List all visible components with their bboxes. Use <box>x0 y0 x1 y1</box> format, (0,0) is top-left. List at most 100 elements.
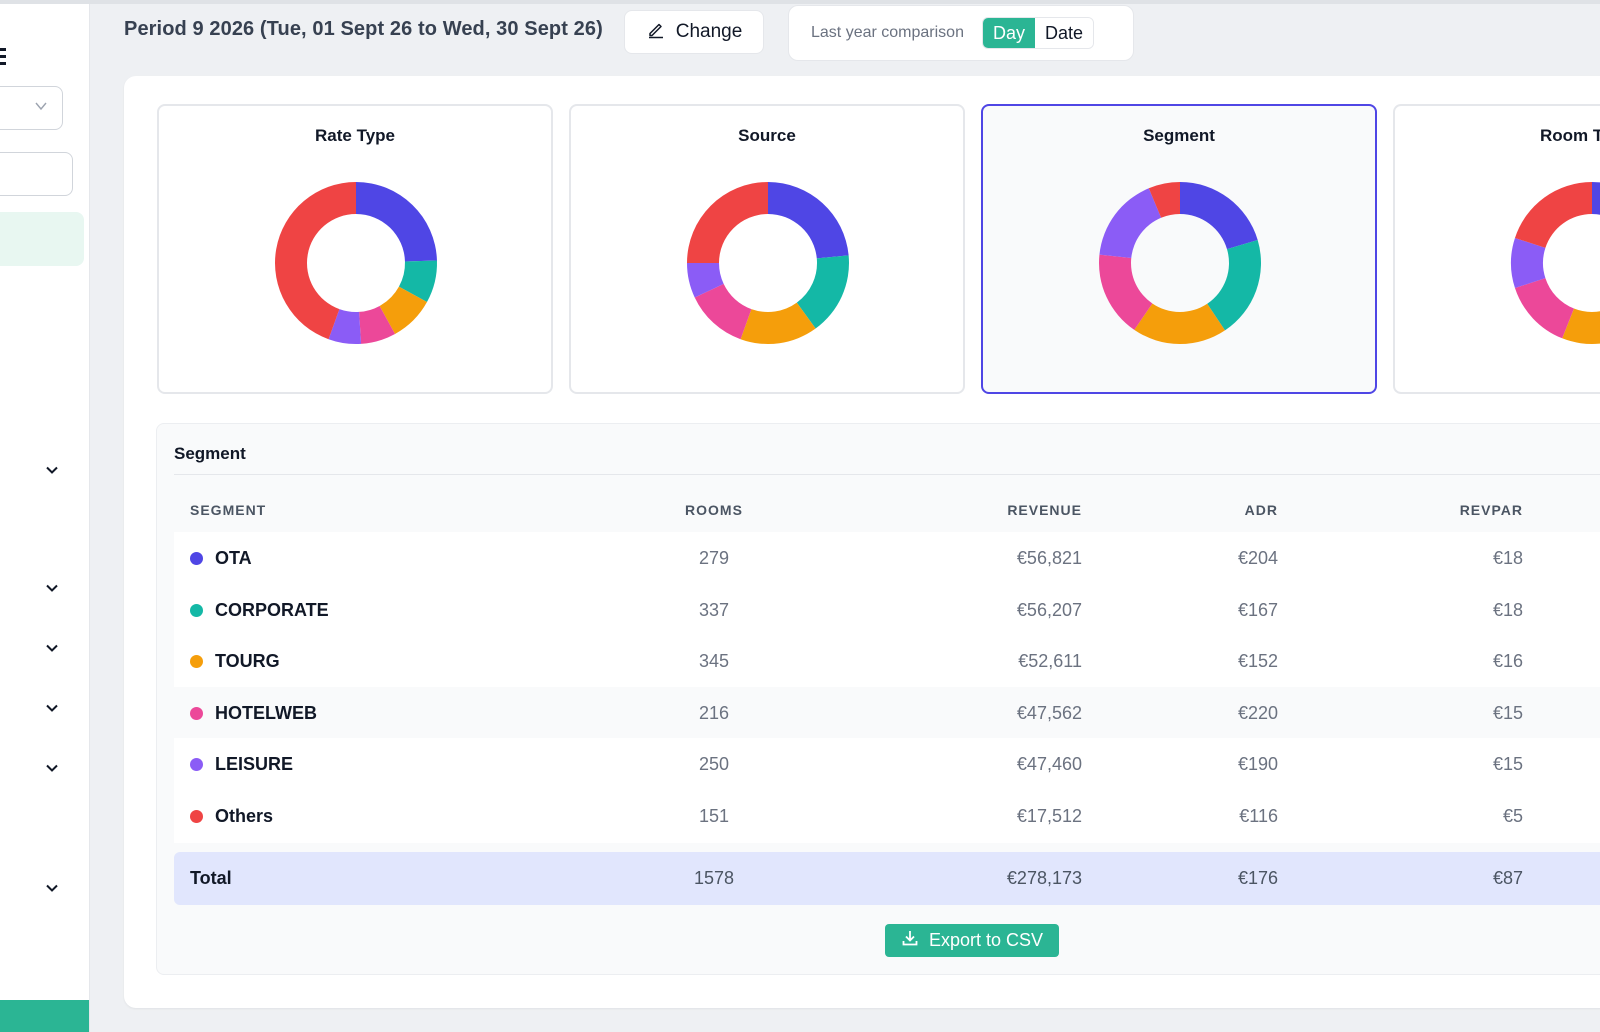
cell-revpar: €18 <box>1492 600 1523 620</box>
cell-rooms: 151 <box>698 806 730 826</box>
donut-slice-leisure[interactable] <box>1099 188 1162 258</box>
chart-title: Segment <box>1143 126 1215 145</box>
segment-color-dot <box>190 655 203 668</box>
segment-label: OTA <box>215 548 252 568</box>
cell-revpar: €5 <box>1502 806 1523 826</box>
cell-rooms: 216 <box>698 703 730 723</box>
donut-slice-orange[interactable] <box>740 302 816 344</box>
change-label: Change <box>675 21 743 42</box>
donut-slice-hotelweb[interactable] <box>1099 254 1153 330</box>
col-segment[interactable]: SEGMENT <box>190 502 267 518</box>
table-row[interactable]: HOTELWEB 216 €47,562 €220 €15 <box>174 687 1600 740</box>
sidebar-item-active[interactable] <box>0 212 84 266</box>
cell-adr: €204 <box>1237 548 1278 568</box>
cell-revenue: €47,562 <box>1016 703 1082 723</box>
donut-slice-blue[interactable] <box>356 182 437 262</box>
segment-color-dot <box>190 758 203 771</box>
total-revpar: €87 <box>1492 868 1523 888</box>
chevron-down-icon[interactable] <box>44 580 60 596</box>
segment-name: CORPORATE <box>190 600 329 621</box>
table-total-row: Total 1578 €278,173 €176 €87 <box>174 852 1600 905</box>
cell-rooms: 279 <box>698 548 730 568</box>
chevron-down-icon[interactable] <box>44 880 60 896</box>
toggle-date[interactable]: Date <box>1034 18 1094 48</box>
toggle-day[interactable]: Day <box>982 18 1035 48</box>
cell-revenue: €47,460 <box>1016 754 1082 774</box>
segment-label: CORPORATE <box>215 600 329 620</box>
chart-card-segment[interactable]: Segment <box>981 104 1377 394</box>
table-row[interactable]: Others 151 €17,512 €116 €5 <box>174 790 1600 843</box>
cell-revenue: €52,611 <box>1018 651 1082 671</box>
export-csv-button[interactable]: Export to CSV <box>885 924 1059 957</box>
donut-slice-teal[interactable] <box>398 260 437 303</box>
donut-chart <box>1511 182 1600 344</box>
segment-color-dot <box>190 604 203 617</box>
table-row[interactable]: TOURG 345 €52,611 €152 €16 <box>174 635 1600 688</box>
chevron-down-icon[interactable] <box>44 640 60 656</box>
cell-rooms: 337 <box>698 600 730 620</box>
donut-slice-blue[interactable] <box>768 182 849 259</box>
segment-color-dot <box>190 707 203 720</box>
donut-slice-orange[interactable] <box>1562 304 1600 344</box>
donut-slice-pink[interactable] <box>694 283 752 340</box>
sidebar-select[interactable] <box>0 86 63 130</box>
chart-card-rate-type[interactable]: Rate Type <box>157 104 553 394</box>
donut-slice-purple[interactable] <box>687 263 724 298</box>
chart-title: Room T <box>1540 126 1600 145</box>
donut-slice-blue[interactable] <box>1592 182 1600 263</box>
cell-adr: €116 <box>1239 806 1278 826</box>
donut-chart <box>1099 182 1261 344</box>
segment-label: TOURG <box>215 651 280 671</box>
export-label: Export to CSV <box>928 930 1044 950</box>
sidebar-search-input[interactable] <box>0 152 73 196</box>
cell-adr: €190 <box>1237 754 1278 774</box>
total-label: Total <box>190 868 232 888</box>
segment-label: LEISURE <box>215 754 294 774</box>
donut-slice-red[interactable] <box>687 182 768 263</box>
total-revenue: €278,173 <box>1006 868 1082 888</box>
donut-slice-pink[interactable] <box>359 305 396 344</box>
chart-card-room-type[interactable]: Room T <box>1393 104 1600 394</box>
segment-label: HOTELWEB <box>215 703 317 723</box>
donut-slice-teal[interactable] <box>796 255 849 329</box>
cell-adr: €167 <box>1237 600 1278 620</box>
col-adr[interactable]: ADR <box>1244 502 1278 518</box>
donut-slice-corporate[interactable] <box>1207 240 1261 331</box>
table-row[interactable]: LEISURE 250 €47,460 €190 €15 <box>174 738 1600 791</box>
segment-color-dot <box>190 810 203 823</box>
donut-slice-purple[interactable] <box>1511 237 1546 289</box>
donut-slice-purple[interactable] <box>328 309 362 344</box>
donut-slice-others[interactable] <box>1148 182 1180 218</box>
segment-color-dot <box>190 552 203 565</box>
segment-name: HOTELWEB <box>190 703 317 724</box>
donut-slice-tourg[interactable] <box>1134 303 1225 344</box>
col-revenue[interactable]: REVENUE <box>1007 502 1082 518</box>
donut-slice-orange[interactable] <box>379 286 427 334</box>
col-revpar[interactable]: REVPAR <box>1459 502 1523 518</box>
change-period-button[interactable]: Change <box>624 10 764 54</box>
window-top-border <box>0 0 1600 4</box>
segment-label: Others <box>215 806 274 826</box>
comparison-toggle: Day Date <box>981 17 1095 49</box>
cell-revenue: €17,512 <box>1016 806 1082 826</box>
chart-card-source[interactable]: Source <box>569 104 965 394</box>
menu-icon[interactable] <box>0 48 6 69</box>
donut-slice-pink[interactable] <box>1514 278 1574 339</box>
cell-revpar: €15 <box>1492 754 1523 774</box>
chevron-down-icon[interactable] <box>44 760 60 776</box>
table-row[interactable]: OTA 279 €56,821 €204 €18 <box>174 532 1600 585</box>
chevron-down-icon[interactable] <box>44 462 60 478</box>
donut-slice-red[interactable] <box>1514 182 1592 248</box>
donut-slice-red[interactable] <box>274 182 356 340</box>
table-header: SEGMENT ROOMS REVENUE ADR REVPAR <box>174 490 1600 530</box>
chevron-down-icon[interactable] <box>44 700 60 716</box>
cell-adr: €220 <box>1237 703 1278 723</box>
sidebar <box>0 4 90 1032</box>
col-rooms[interactable]: ROOMS <box>685 502 743 518</box>
donut-slice-ota[interactable] <box>1180 182 1258 250</box>
cell-revpar: €15 <box>1492 703 1523 723</box>
donut-chart <box>687 182 849 344</box>
donut-chart <box>274 182 437 344</box>
table-row[interactable]: CORPORATE 337 €56,207 €167 €18 <box>174 584 1600 637</box>
sidebar-bottom-button[interactable] <box>0 1000 89 1032</box>
